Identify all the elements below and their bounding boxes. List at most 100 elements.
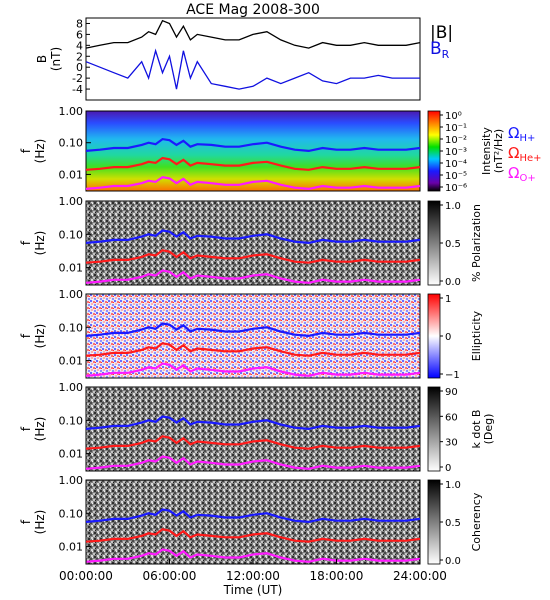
gyro-line-h-plus-kdotb: [85, 415, 421, 431]
freq-tick-label: 0.10: [59, 507, 84, 520]
freq-tick-label: 1.00: [59, 288, 84, 301]
gyro-line-o-plus-coherency: [85, 548, 421, 563]
time-tick-label: 12:00:00: [226, 569, 280, 583]
gyro-line-he-plus-polarization: [85, 249, 421, 264]
freq-axis-label-bottom: (Hz): [33, 324, 47, 349]
b-ytick-label: 4: [76, 39, 83, 52]
legend-omega-h-symbol: Ω: [508, 124, 519, 142]
gyro-line-o-plus-kdotb: [85, 455, 421, 470]
gyro-line-he-plus-intensity: [85, 156, 421, 171]
kdotb-colorbar-ticks: 90 60 30 0: [440, 387, 458, 474]
freq-tick-label: 0.10: [59, 414, 84, 427]
freq-tick-label: 0.01: [59, 541, 84, 554]
gyro-line-h-plus-coherency: [85, 508, 421, 524]
freq-axis-label-top: f: [19, 333, 33, 338]
kdotb-plot-frame: [85, 386, 421, 472]
polarization-plot-frame: [85, 200, 421, 286]
coherency-panel: 1.0 0.5 0.0 Coherency: [85, 479, 483, 567]
time-tick-label: 06:00:00: [143, 569, 197, 583]
polarization-spectrogram: [86, 201, 420, 285]
b-ytick-label: 8: [76, 17, 83, 30]
intensity-colorbar-label-bottom: (nT²/Hz): [492, 129, 505, 173]
intensity-colorbar: [427, 110, 441, 192]
coherency-colorbar-tick-label: 1.0: [445, 480, 461, 491]
ellipticity-spectrogram: [86, 294, 420, 378]
coherency-colorbar-tick-label: 0.5: [445, 518, 461, 529]
ellipticity-colorbar-label: Ellipticity: [470, 310, 483, 361]
time-axis: 00:00:00 06:00:00 12:00:00 18:00:00 24:00:00: [59, 559, 447, 583]
freq-tick-label: 0.01: [59, 355, 84, 368]
freq-tick-label: 0.10: [59, 321, 84, 334]
b-ytick-label: 6: [76, 28, 83, 41]
legend-omega-he-symbol: Ω: [508, 144, 519, 162]
freq-axis-label-bottom: (Hz): [33, 510, 47, 535]
legend-omega-h-sub: H+: [519, 133, 535, 144]
gyro-line-h-plus-intensity: [85, 137, 421, 153]
b-ytick-label: -2: [72, 72, 83, 85]
legend-br: BR: [430, 39, 450, 61]
polarization-colorbar-ticks: 1.0 0.5 0.0: [440, 201, 461, 288]
intensity-plot-frame: [85, 110, 421, 192]
gyro-line-o-plus-polarization: [85, 269, 421, 284]
kdotb-panel: 90 60 30 0 k dot B (Deg): [85, 386, 495, 474]
gyrofrequency-lines: [85, 137, 421, 563]
freq-tick-label: 0.10: [59, 228, 84, 241]
ellipticity-panel: 1 0 −1 Ellipticity: [85, 293, 483, 381]
time-axis-label: Time (UT): [223, 583, 283, 597]
time-tick-label: 24:00:00: [393, 569, 447, 583]
legend-omega-he-sub: He+: [519, 153, 541, 164]
kdotb-colorbar-tick-label: 30: [445, 438, 458, 449]
ellipticity-colorbar-tick-label: −1: [445, 370, 460, 381]
polarization-colorbar-tick-label: 0.5: [445, 239, 461, 250]
b-field-ylabel-bottom: (nT): [49, 47, 63, 71]
kdotb-colorbar: [427, 386, 441, 472]
gyro-line-h-plus-ellipticity: [85, 322, 421, 338]
ellipticity-colorbar: [427, 293, 441, 379]
intensity-spectrogram: [86, 111, 420, 191]
intensity-colorbar-tick-label: 10⁻⁶: [445, 183, 467, 194]
coherency-colorbar-label: Coherency: [470, 492, 483, 551]
gyro-line-he-plus-coherency: [85, 528, 421, 543]
gyro-line-o-plus-intensity: [85, 176, 421, 191]
freq-tick-label: 0.01: [59, 448, 84, 461]
freq-axis-label-bottom: (Hz): [33, 139, 47, 164]
legend-omega-o: ΩO+: [508, 164, 536, 184]
b-ytick-label: -4: [72, 83, 83, 96]
freq-axis-label-bottom: (Hz): [33, 417, 47, 442]
coherency-colorbar-tick-label: 0.0: [445, 556, 461, 567]
polarization-panel: 1.0 0.5 0.0 % Polarization: [85, 200, 483, 288]
ellipticity-colorbar-tick-label: 1: [445, 294, 451, 305]
legend-br-subscript: R: [442, 48, 450, 61]
freq-tick-label: 1.00: [59, 195, 84, 208]
freq-tick-label: 1.00: [59, 474, 84, 487]
b-field-ylabel-top: B: [35, 55, 49, 63]
intensity-colorbar-label-top: Intensity: [480, 127, 493, 175]
freq-axis-label-top: f: [19, 519, 33, 524]
freq-axis-label-bottom: (Hz): [33, 231, 47, 256]
intensity-colorbar-tick-label: 10⁻⁵: [445, 171, 467, 182]
gyro-line-o-plus-ellipticity: [85, 362, 421, 377]
kdotb-colorbar-label-bottom: (Deg): [482, 414, 495, 445]
freq-tick-label: 0.10: [59, 137, 84, 150]
b-ytick-label: 0: [76, 61, 83, 74]
coherency-spectrogram: [86, 480, 420, 564]
gyro-line-he-plus-ellipticity: [85, 342, 421, 357]
ellipticity-colorbar-tick-label: 0: [445, 332, 451, 343]
series-line-bmag: [85, 19, 421, 49]
legend-omega-o-sub: O+: [519, 173, 535, 184]
gyro-line-h-plus-polarization: [85, 229, 421, 245]
legend-omega-h: ΩH+: [508, 124, 535, 144]
time-tick-label: 18:00:00: [310, 569, 364, 583]
coherency-colorbar-ticks: 1.0 0.5 0.0: [440, 480, 461, 567]
kdotb-colorbar-tick-label: 90: [445, 387, 458, 398]
time-tick-label: 00:00:00: [59, 569, 113, 583]
intensity-colorbar-tick-label: 10⁻¹: [445, 123, 467, 134]
intensity-colorbar-tick-label: 10⁻²: [445, 135, 467, 146]
figure-title: ACE Mag 2008-300: [186, 2, 320, 18]
polarization-colorbar-tick-label: 0.0: [445, 277, 461, 288]
kdotb-colorbar-label-top: k dot B: [470, 410, 483, 449]
freq-tick-label: 1.00: [59, 105, 84, 118]
